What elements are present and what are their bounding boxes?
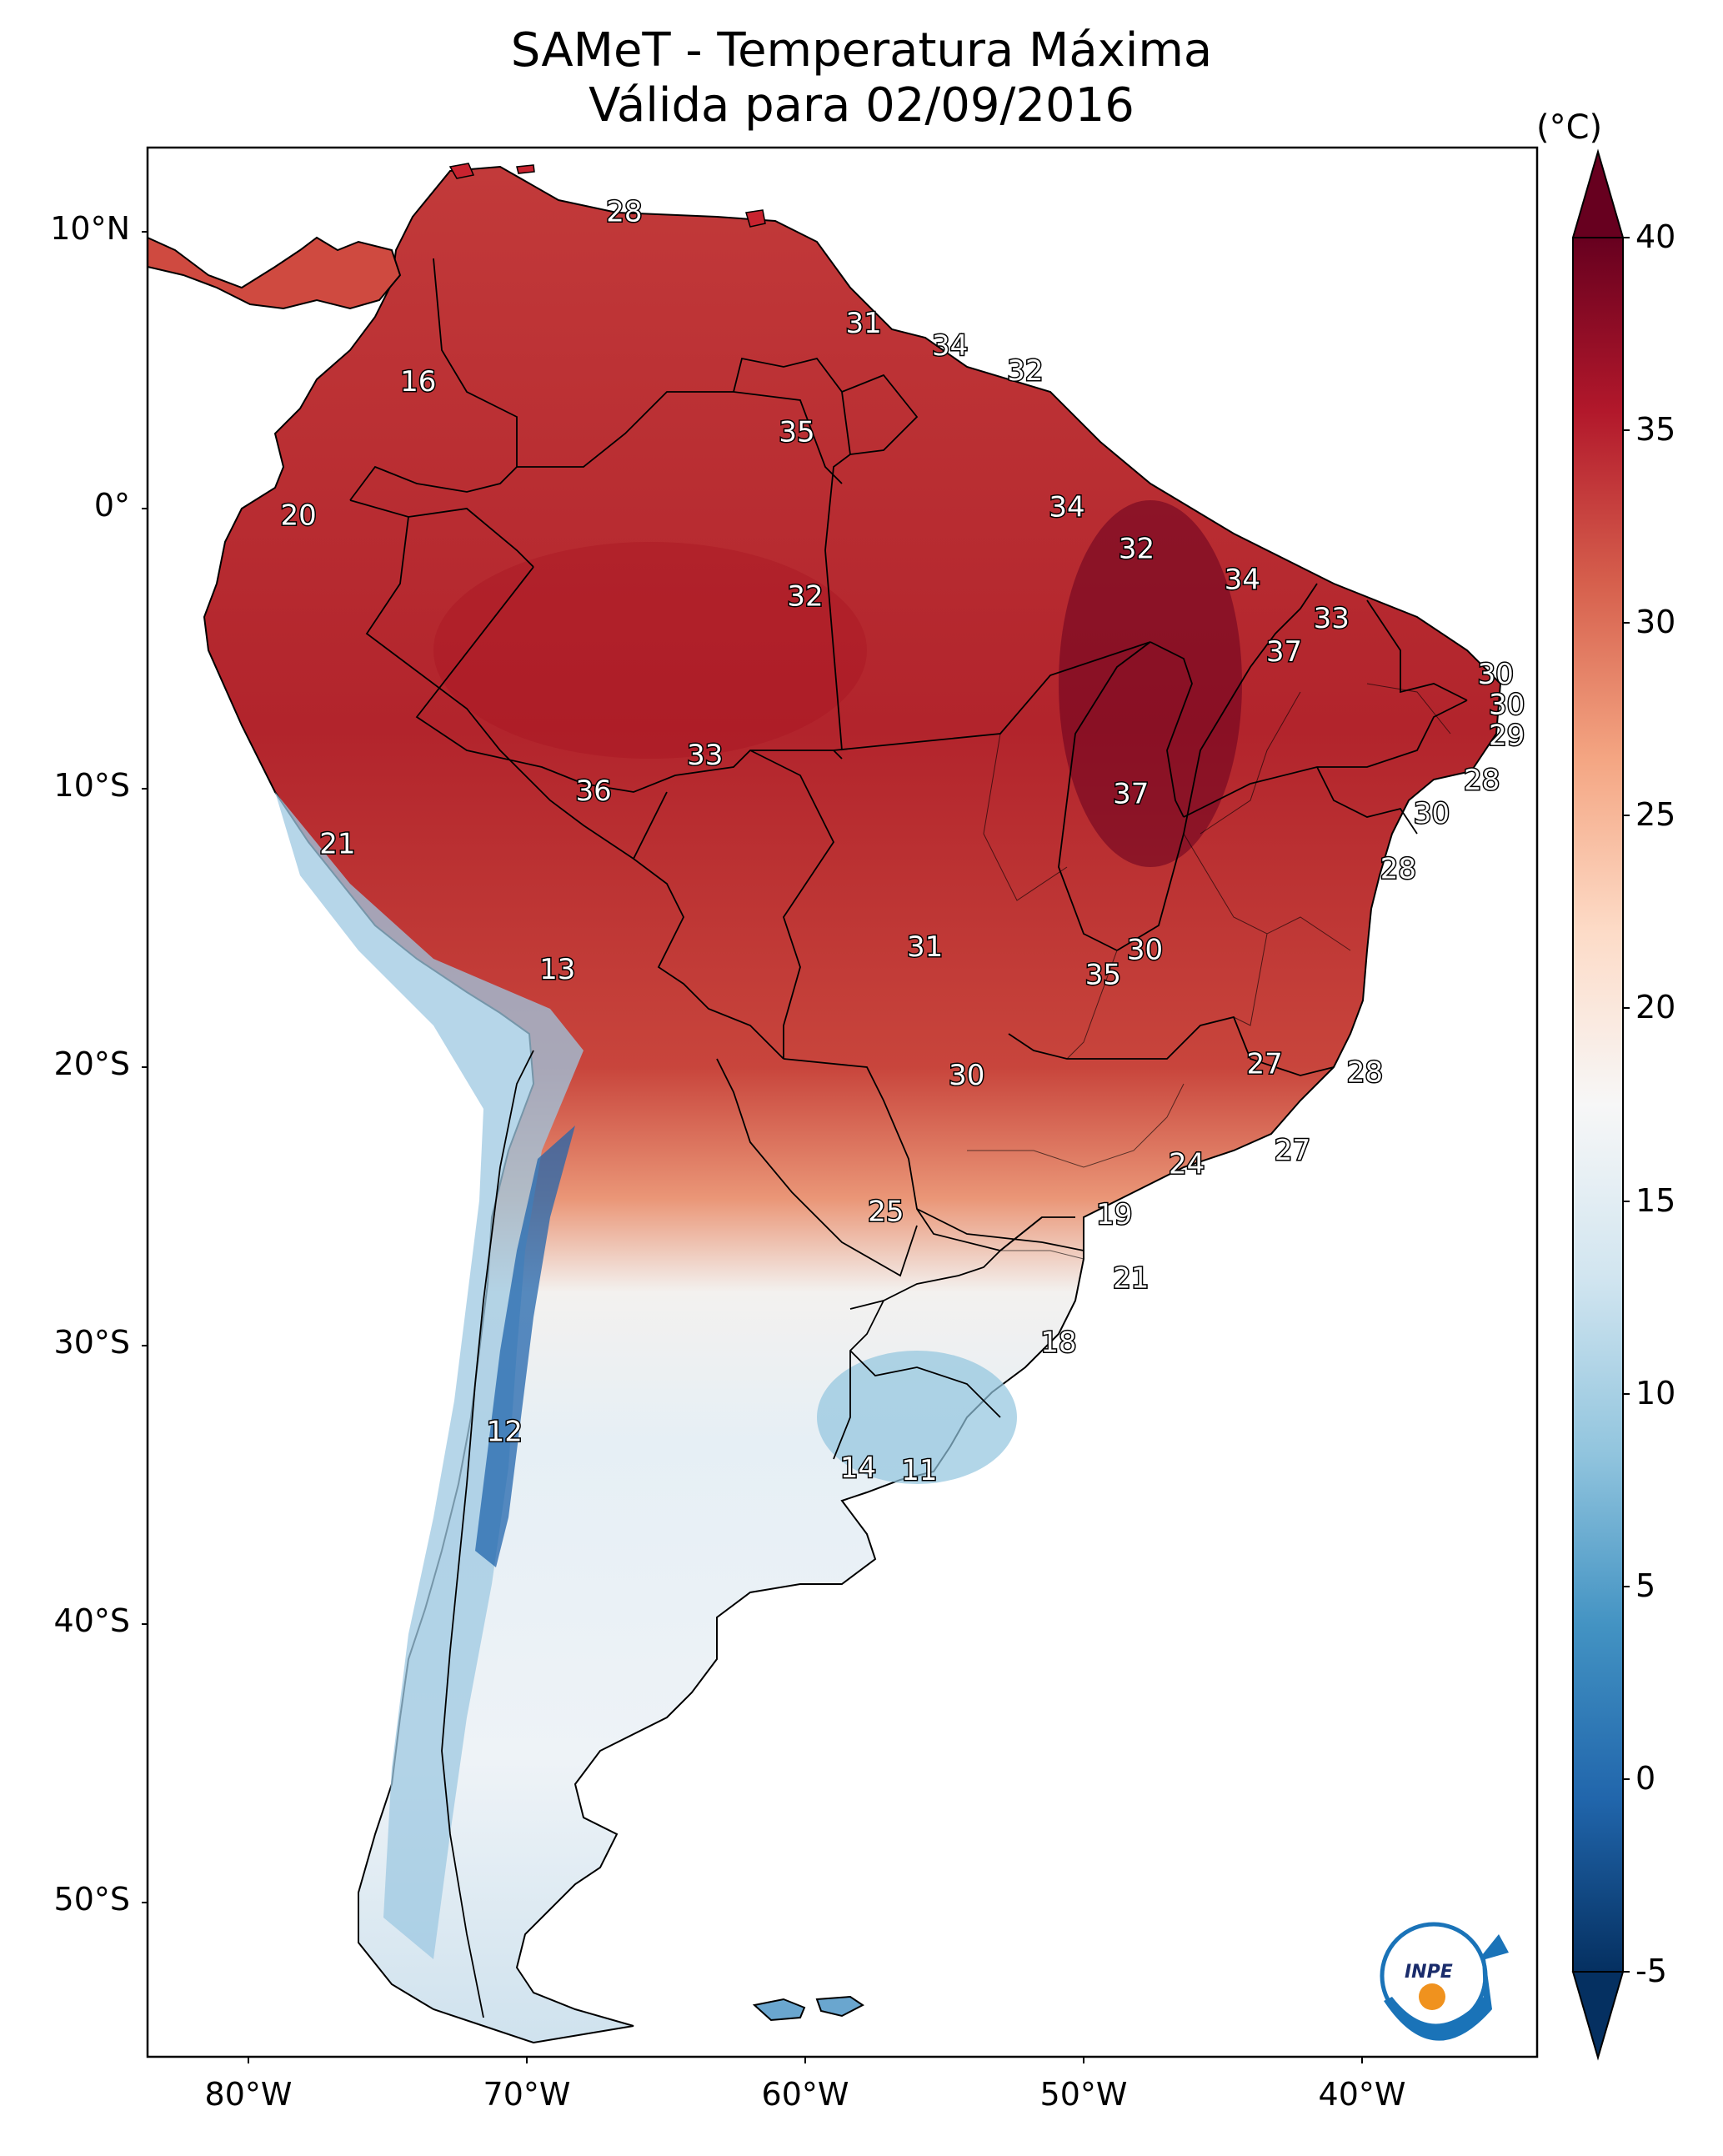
temperature-label: 34 <box>1225 563 1260 596</box>
lat-label-50s: 50°S <box>53 1881 130 1918</box>
temperature-label: 28 <box>1464 764 1500 797</box>
temperature-label: 28 <box>1347 1056 1383 1090</box>
temperature-label: 36 <box>576 775 612 808</box>
temperature-label: 30 <box>1414 797 1450 830</box>
amazon-hot <box>433 542 867 759</box>
temperature-label: 25 <box>868 1196 904 1229</box>
cb-tick-0: 0 <box>1635 1760 1656 1797</box>
cb-tick-30: 30 <box>1635 604 1676 640</box>
logo-swoosh-icon <box>1384 1934 1509 2041</box>
temperature-label: 30 <box>949 1059 984 1092</box>
temperature-label: 30 <box>1127 934 1163 967</box>
temperature-label: 33 <box>687 739 723 772</box>
colorbar-min-arrow <box>1571 1971 1625 2061</box>
temperature-label: 33 <box>1314 602 1350 635</box>
lat-label-30s: 30°S <box>53 1324 130 1361</box>
title-line-2: Válida para 02/09/2016 <box>589 78 1134 133</box>
temperature-label: 35 <box>779 415 814 449</box>
lat-label-20s: 20°S <box>53 1045 130 1082</box>
temperature-label: 13 <box>539 953 575 986</box>
temperature-label: 27 <box>1275 1134 1310 1167</box>
state-borders <box>967 683 1451 1260</box>
lat-label-0: 0° <box>93 487 130 524</box>
title-line-1: SAMeT - Temperatura Máxima <box>510 23 1213 78</box>
temperature-label: 30 <box>1489 689 1525 722</box>
temperature-label: 32 <box>787 579 823 613</box>
colorbar <box>1571 148 1630 2061</box>
cb-tick-20: 20 <box>1635 989 1676 1025</box>
lat-label-10s: 10°S <box>53 767 130 804</box>
temperature-label: 34 <box>932 329 968 363</box>
temperature-label: 28 <box>606 195 642 228</box>
colorbar-unit: (°C) <box>1536 108 1603 147</box>
temperature-label: 29 <box>1489 719 1525 752</box>
lon-label-50w: 50°W <box>1039 2076 1128 2113</box>
temperature-label: 12 <box>487 1415 523 1448</box>
temperature-label: 30 <box>1478 658 1514 691</box>
cb-tick-40: 40 <box>1635 218 1676 255</box>
temperature-label: 21 <box>1113 1262 1149 1296</box>
cb-tick-25: 25 <box>1635 796 1676 833</box>
logo-dot <box>1419 1983 1445 2010</box>
temperature-label: 34 <box>1049 491 1084 524</box>
temperature-label: 37 <box>1113 778 1149 811</box>
colorbar-body <box>1572 237 1624 1973</box>
temperature-label: 31 <box>907 930 943 964</box>
cb-tick-5: 5 <box>1635 1567 1656 1604</box>
andes-cold-strip <box>275 792 584 1959</box>
central-america-land <box>148 236 402 310</box>
inpe-logo: INPE <box>1380 1922 1509 2041</box>
temperature-label: 14 <box>840 1452 876 1485</box>
temperature-label: 16 <box>400 365 436 399</box>
temperature-label: 37 <box>1266 635 1302 669</box>
temperature-label: 31 <box>846 307 882 340</box>
lat-label-10n: 10°N <box>50 210 130 247</box>
andes-deep-blue <box>475 1126 575 1567</box>
country-borders <box>349 258 1468 2018</box>
temperature-label: 32 <box>1007 354 1043 388</box>
temperature-label: 11 <box>901 1454 937 1487</box>
cb-tick-35: 35 <box>1635 411 1676 448</box>
temperature-label: 28 <box>1380 853 1416 886</box>
temperature-label: 20 <box>280 499 316 533</box>
lat-label-40s: 40°S <box>53 1602 130 1639</box>
falkland-islands <box>752 1995 864 2022</box>
temperature-label: 24 <box>1169 1148 1205 1181</box>
cb-tick-minus5: -5 <box>1635 1953 1667 1989</box>
cb-tick-10: 10 <box>1635 1375 1676 1411</box>
temperature-label: 32 <box>1119 533 1155 566</box>
caribbean-islands <box>448 163 766 228</box>
logo-text: INPE <box>1405 1962 1453 1983</box>
lon-label-40w: 40°W <box>1318 2076 1406 2113</box>
lon-label-70w: 70°W <box>483 2076 571 2113</box>
map-frame <box>146 146 1539 2058</box>
colorbar-max-arrow <box>1571 148 1625 238</box>
lon-label-60w: 60°W <box>761 2076 849 2113</box>
temperature-label: 18 <box>1040 1326 1076 1360</box>
temperature-label: 35 <box>1085 959 1121 992</box>
hot-core <box>1059 500 1242 867</box>
temperature-label: 19 <box>1096 1198 1132 1231</box>
temperature-label: 27 <box>1246 1048 1282 1081</box>
colorbar-ticks <box>1623 237 1630 1973</box>
temperature-label: 21 <box>319 828 355 861</box>
cb-tick-15: 15 <box>1635 1182 1676 1219</box>
lon-label-80w: 80°W <box>204 2076 293 2113</box>
axis-ticks <box>142 231 1363 2063</box>
